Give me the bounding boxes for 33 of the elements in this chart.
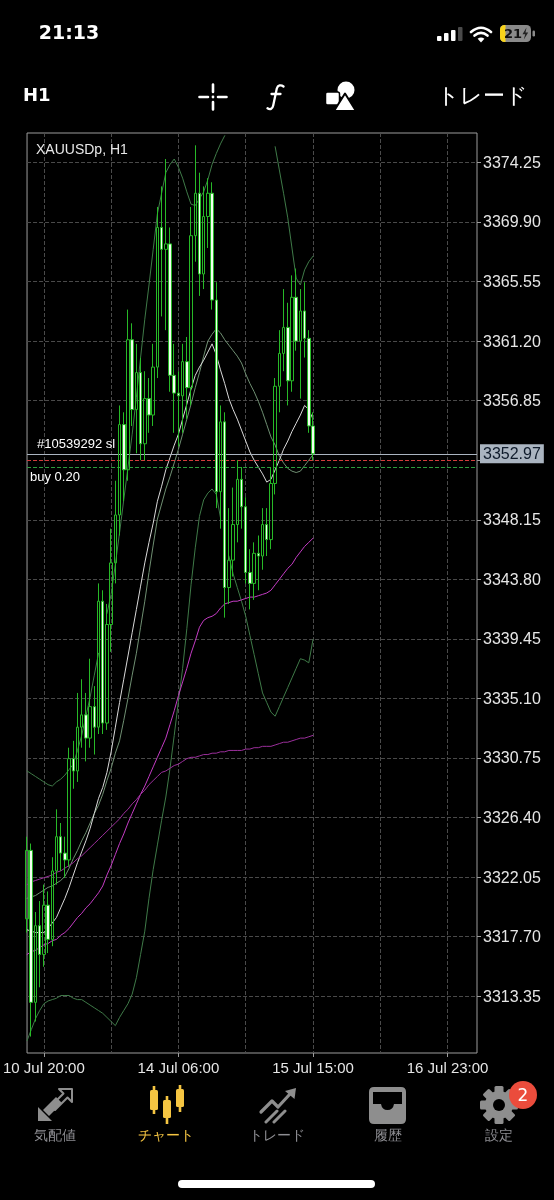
y-tick-label: 3343.80 — [483, 570, 541, 588]
y-tick-label: 3317.70 — [483, 928, 541, 946]
y-tick-label: 3313.35 — [483, 987, 541, 1005]
line-series — [26, 734, 314, 886]
ref-line-label: buy 0.20 — [30, 469, 80, 485]
y-tick-label: 3361.20 — [483, 332, 541, 350]
text: 設定 — [484, 1127, 514, 1145]
text: トレード — [248, 1127, 306, 1145]
text: 履歴 — [373, 1127, 403, 1145]
y-tick-label: 3356.85 — [483, 392, 541, 410]
x-tick-label: 14 Jul 06:00 — [137, 1059, 220, 1076]
y-tick-label: 3374.25 — [483, 153, 541, 171]
text: 21 — [502, 25, 524, 42]
ref-line-label: 3352.97 — [483, 445, 541, 463]
y-tick-label: 3322.05 — [483, 868, 541, 886]
x-tick-label: 15 Jul 15:00 — [272, 1059, 354, 1076]
ref-line-label: #10539292 sl — [37, 436, 116, 452]
y-tick-label: 3369.90 — [483, 213, 541, 231]
y-tick-label: 3330.75 — [483, 749, 541, 767]
y-tick-label: 3335.10 — [483, 689, 541, 707]
y-tick-label: 3326.40 — [483, 809, 541, 827]
line-series — [26, 537, 314, 955]
text: XAUUSDp, H1 — [36, 141, 129, 157]
y-tick-label: 3348.15 — [483, 511, 541, 529]
text: 気配値 — [33, 1127, 77, 1145]
y-tick-label: 3339.45 — [483, 630, 541, 648]
text: 21:13 — [38, 21, 100, 43]
x-tick-label: 16 Jul 23:00 — [406, 1059, 489, 1076]
text: H1 — [23, 84, 51, 105]
y-tick-label: 3365.55 — [483, 273, 541, 291]
x-tick-label: 10 Jul 20:00 — [3, 1059, 85, 1076]
text: チャート — [137, 1127, 195, 1145]
text: トレード — [437, 82, 528, 110]
